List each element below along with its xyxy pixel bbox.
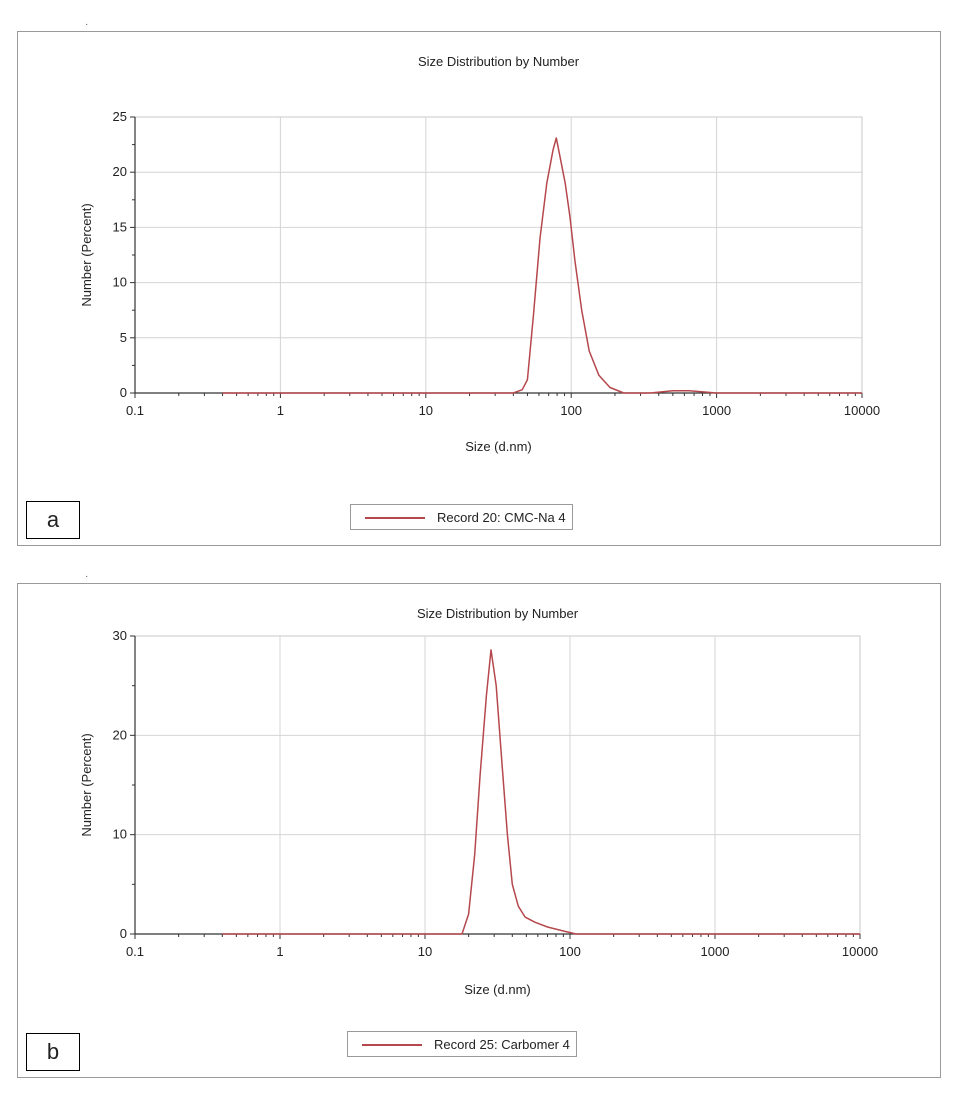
- y-tick-label: 15: [113, 219, 127, 234]
- x-tick-label: 0.1: [126, 944, 144, 959]
- y-tick-label: 0: [120, 385, 127, 400]
- legend-swatch: [365, 516, 425, 519]
- stray-dot: ·: [85, 19, 89, 30]
- legend-b: Record 25: Carbomer 4: [347, 1031, 577, 1057]
- stray-dot: ·: [85, 571, 89, 582]
- legend-series-name: Record 20: CMC-Na 4: [437, 509, 566, 525]
- y-tick-label: 10: [113, 275, 127, 290]
- x-tick-label: 100: [559, 944, 581, 959]
- legend-a: Record 20: CMC-Na 4: [350, 504, 573, 530]
- x-axis-label: Size (d.nm): [465, 439, 531, 454]
- size-distribution-chart-b: Size Distribution by Number Size (d.nm) Nu…: [79, 606, 878, 997]
- legend-series-name: Record 25: Carbomer 4: [434, 1036, 570, 1052]
- plot-area: [134, 116, 863, 394]
- x-tick-label: 1000: [701, 944, 730, 959]
- y-axis-label: Number (Percent): [79, 203, 94, 306]
- y-tick-label: 30: [113, 628, 127, 643]
- x-tick-label: 10: [418, 944, 432, 959]
- y-axis-label: Number (Percent): [79, 733, 94, 836]
- chart-title: Size Distribution by Number: [418, 54, 580, 69]
- x-tick-label: 100: [560, 403, 582, 418]
- y-tick-label: 20: [113, 727, 127, 742]
- x-axis-label: Size (d.nm): [464, 982, 530, 997]
- y-tick-label: 20: [113, 164, 127, 179]
- x-tick-label: 1: [276, 944, 283, 959]
- x-tick-label: 0.1: [126, 403, 144, 418]
- panel-label-a: a: [26, 501, 80, 539]
- x-tick-label: 10000: [842, 944, 878, 959]
- y-tick-label: 25: [113, 109, 127, 124]
- x-tick-label: 1000: [702, 403, 731, 418]
- chart-panel-b: · Size Distribution by Number Size (d.nm)…: [17, 572, 941, 1078]
- panel-label-b: b: [26, 1033, 80, 1071]
- y-tick-label: 0: [120, 926, 127, 941]
- x-tick-label: 1: [277, 403, 284, 418]
- y-tick-label: 5: [120, 330, 127, 345]
- plot-area: [134, 635, 861, 935]
- chart-panel-a: · Size Distribution by Number Size (d.nm)…: [17, 20, 941, 546]
- legend-swatch: [362, 1043, 422, 1046]
- series-line: [222, 137, 862, 394]
- x-tick-label: 10: [419, 403, 433, 418]
- y-tick-label: 10: [113, 827, 127, 842]
- x-tick-label: 10000: [844, 403, 880, 418]
- size-distribution-chart-a: Size Distribution by Number Size (d.nm) Nu…: [79, 54, 880, 454]
- series-line: [222, 649, 860, 935]
- chart-title: Size Distribution by Number: [417, 606, 579, 621]
